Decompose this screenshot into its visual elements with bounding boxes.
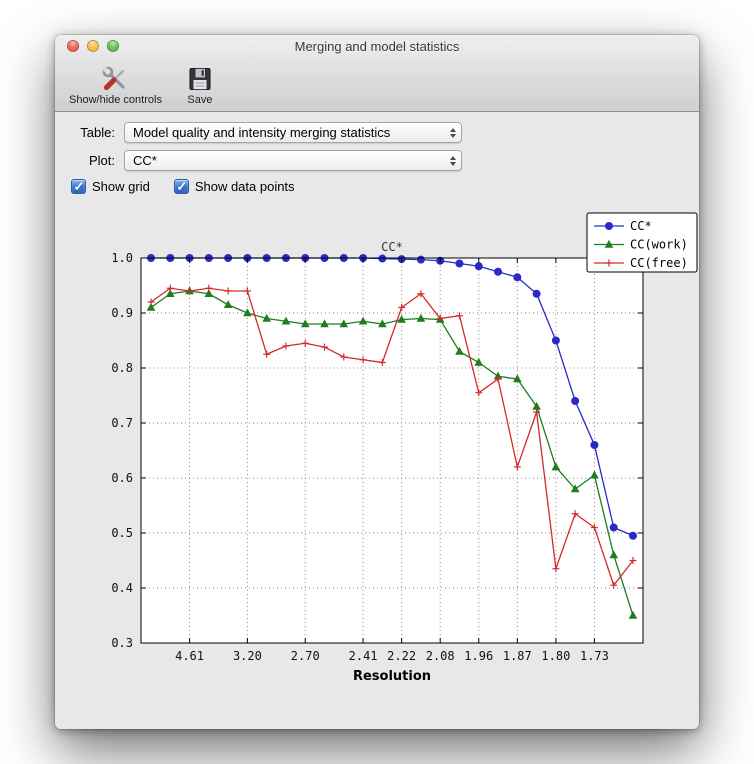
svg-text:2.08: 2.08	[426, 649, 455, 663]
plot-label: Plot:	[88, 153, 115, 168]
zoom-button[interactable]	[107, 40, 119, 52]
table-row: Table: Model quality and intensity mergi…	[69, 122, 685, 143]
checkbox-label: Show data points	[194, 179, 295, 194]
show-hide-controls-button[interactable]: Show/hide controls	[69, 65, 162, 106]
show-grid-checkbox[interactable]: Show grid	[71, 179, 150, 195]
plot-dropdown-value: CC*	[133, 153, 157, 168]
svg-text:CC(free): CC(free)	[630, 256, 688, 270]
svg-text:CC*: CC*	[630, 219, 652, 233]
save-icon	[186, 65, 214, 93]
table-dropdown-value: Model quality and intensity merging stat…	[133, 125, 391, 140]
svg-text:0.4: 0.4	[111, 581, 133, 595]
dropdown-arrows-icon	[450, 127, 456, 138]
plot-row: Plot: CC*	[69, 150, 685, 171]
checkbox-icon	[71, 179, 86, 195]
toolbar: Show/hide controls Save	[55, 58, 699, 111]
save-button[interactable]: Save	[186, 65, 214, 106]
plot-figure: 0.3 0.4 0.5 0.6 0.7 0.8 0.9 1.0 4.61 3.20 2.70 2.41…	[55, 202, 699, 729]
svg-text:1.73: 1.73	[580, 649, 609, 663]
table-dropdown[interactable]: Model quality and intensity merging stat…	[124, 122, 462, 143]
table-label: Table:	[80, 125, 115, 140]
svg-text:Resolution: Resolution	[353, 669, 431, 684]
svg-text:1.96: 1.96	[464, 649, 493, 663]
plot-dropdown[interactable]: CC*	[124, 150, 462, 171]
controls-panel: Table: Model quality and intensity mergi…	[55, 112, 699, 202]
svg-text:1.87: 1.87	[503, 649, 532, 663]
checkbox-row: Show grid Show data points	[69, 179, 685, 195]
svg-text:0.3: 0.3	[111, 636, 133, 650]
svg-text:CC*: CC*	[381, 240, 403, 254]
svg-text:3.20: 3.20	[233, 649, 262, 663]
svg-text:0.5: 0.5	[111, 526, 133, 540]
titlebar[interactable]: Merging and model statistics	[55, 35, 699, 58]
svg-text:0.6: 0.6	[111, 471, 133, 485]
tools-icon	[101, 65, 129, 93]
dropdown-arrows-icon	[450, 155, 456, 166]
svg-text:4.61: 4.61	[175, 649, 204, 663]
traffic-lights	[67, 40, 119, 52]
svg-text:CC(work): CC(work)	[630, 238, 688, 252]
svg-text:2.22: 2.22	[387, 649, 416, 663]
checkbox-label: Show grid	[92, 179, 150, 194]
svg-text:0.8: 0.8	[111, 361, 133, 375]
svg-text:1.80: 1.80	[541, 649, 570, 663]
tool-button-label: Show/hide controls	[69, 94, 162, 106]
window-title: Merging and model statistics	[294, 39, 460, 54]
svg-text:0.7: 0.7	[111, 416, 133, 430]
window-content: Table: Model quality and intensity mergi…	[55, 112, 699, 729]
svg-text:2.70: 2.70	[291, 649, 320, 663]
plot-svg: 0.3 0.4 0.5 0.6 0.7 0.8 0.9 1.0 4.61 3.20 2.70 2.41…	[111, 212, 698, 684]
window-header: Merging and model statistics Show/hide c…	[55, 35, 699, 112]
close-button[interactable]	[67, 40, 79, 52]
svg-text:2.41: 2.41	[349, 649, 378, 663]
checkbox-icon	[173, 179, 189, 195]
show-data-points-checkbox[interactable]: Show data points	[173, 179, 295, 195]
minimize-button[interactable]	[87, 40, 99, 52]
tool-button-label: Save	[187, 94, 213, 106]
app-window: Merging and model statistics Show/hide c…	[55, 35, 699, 729]
svg-text:0.9: 0.9	[111, 306, 133, 320]
svg-text:1.0: 1.0	[111, 251, 133, 265]
